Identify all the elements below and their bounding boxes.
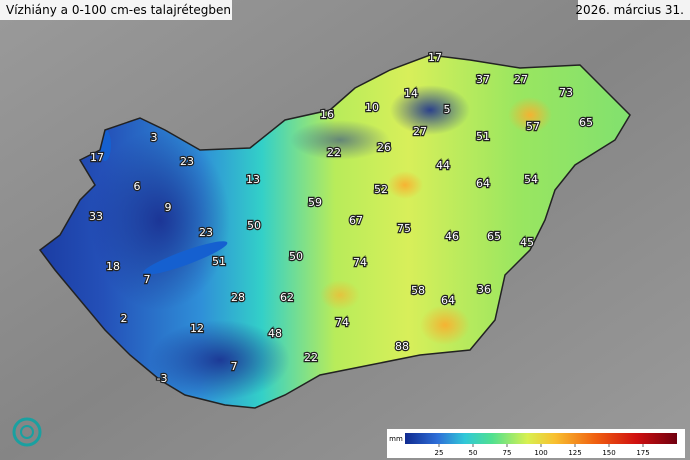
station-value: 52 bbox=[374, 183, 388, 196]
station-value: 75 bbox=[397, 222, 411, 235]
station-value: 46 bbox=[445, 230, 459, 243]
station-value: 10 bbox=[365, 101, 379, 114]
station-value: 62 bbox=[280, 291, 294, 304]
colorbar-tick-label: 100 bbox=[534, 449, 547, 457]
station-value: 57 bbox=[526, 120, 540, 133]
station-value: 27 bbox=[413, 125, 427, 138]
station-value: 17 bbox=[428, 51, 442, 64]
station-value: 73 bbox=[559, 86, 573, 99]
colorbar-tick-label: 175 bbox=[636, 449, 649, 457]
station-value: 28 bbox=[231, 291, 245, 304]
station-value: 74 bbox=[353, 256, 367, 269]
station-value: 14 bbox=[404, 87, 418, 100]
station-value: 17 bbox=[90, 151, 104, 164]
station-value: 33 bbox=[89, 210, 103, 223]
station-value: 44 bbox=[436, 159, 450, 172]
colorbar bbox=[405, 433, 677, 444]
station-value: 65 bbox=[579, 116, 593, 129]
station-value: 50 bbox=[289, 250, 303, 263]
station-value: 26 bbox=[377, 141, 391, 154]
station-value: 64 bbox=[476, 177, 490, 190]
station-value: 64 bbox=[441, 294, 455, 307]
station-value: 13 bbox=[246, 173, 260, 186]
title: Vízhiány a 0-100 cm-es talajrétegben bbox=[6, 3, 231, 17]
station-value: 9 bbox=[165, 201, 172, 214]
colorbar-tick-label: 50 bbox=[469, 449, 478, 457]
colorbar-tick-label: 125 bbox=[568, 449, 581, 457]
station-value: 23 bbox=[180, 155, 194, 168]
station-value: 54 bbox=[524, 173, 538, 186]
station-value: 22 bbox=[304, 351, 318, 364]
station-value: 3 bbox=[151, 131, 158, 144]
station-value: 22 bbox=[327, 146, 341, 159]
title-box bbox=[0, 0, 232, 20]
station-value: 59 bbox=[308, 196, 322, 209]
station-value: 7 bbox=[144, 273, 151, 286]
station-value: 27 bbox=[514, 73, 528, 86]
station-value: 36 bbox=[477, 283, 491, 296]
station-value: 18 bbox=[106, 260, 120, 273]
station-value: 2 bbox=[121, 312, 128, 325]
colorbar-unit: mm bbox=[389, 435, 403, 443]
station-value: 65 bbox=[487, 230, 501, 243]
station-value: 23 bbox=[199, 226, 213, 239]
station-value: 5 bbox=[444, 103, 451, 116]
station-value: 67 bbox=[349, 214, 363, 227]
date: 2026. március 31. bbox=[575, 3, 684, 17]
station-value: 16 bbox=[320, 108, 334, 121]
date-box bbox=[578, 0, 690, 20]
station-value: 6 bbox=[134, 180, 141, 193]
station-value: 7 bbox=[231, 360, 238, 373]
station-value: 50 bbox=[247, 219, 261, 232]
station-value: -3 bbox=[157, 372, 168, 385]
station-value: 58 bbox=[411, 284, 425, 297]
station-value: 45 bbox=[520, 236, 534, 249]
colorbar-tick-label: 25 bbox=[435, 449, 444, 457]
station-value: 51 bbox=[476, 130, 490, 143]
station-value: 37 bbox=[476, 73, 490, 86]
colorbar-tick-label: 150 bbox=[602, 449, 615, 457]
station-value: 51 bbox=[212, 255, 226, 268]
station-value: 74 bbox=[335, 316, 349, 329]
station-value: 88 bbox=[395, 340, 409, 353]
logo bbox=[12, 417, 42, 447]
station-value: 48 bbox=[268, 327, 282, 340]
station-value: 12 bbox=[190, 322, 204, 335]
colorbar-tick-label: 75 bbox=[503, 449, 512, 457]
